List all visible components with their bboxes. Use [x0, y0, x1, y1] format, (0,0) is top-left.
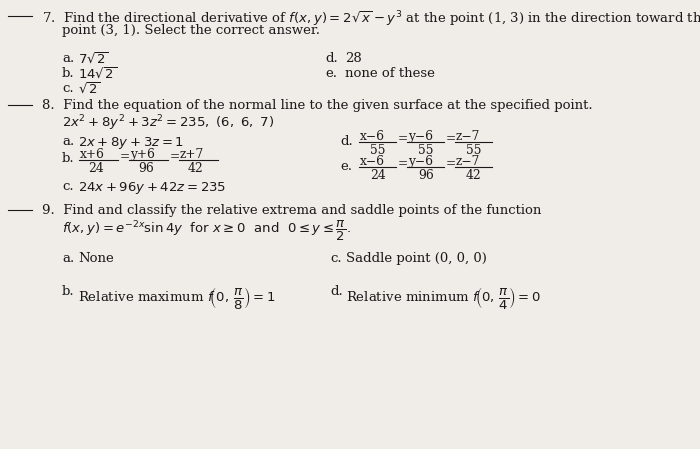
Text: =: = [398, 132, 408, 145]
Text: 55: 55 [370, 144, 386, 157]
Text: b.: b. [62, 152, 75, 165]
Text: $7\sqrt{2}$: $7\sqrt{2}$ [78, 52, 108, 67]
Text: 96: 96 [138, 162, 154, 175]
Text: e.: e. [340, 160, 352, 173]
Text: 42: 42 [466, 169, 482, 182]
Text: c.: c. [330, 252, 342, 265]
Text: Relative maximum $f\!\left(0,\,\dfrac{\pi}{8}\right) = 1$: Relative maximum $f\!\left(0,\,\dfrac{\p… [78, 285, 275, 311]
Text: 24: 24 [370, 169, 386, 182]
Text: $2x + 8y + 3z = 1$: $2x + 8y + 3z = 1$ [78, 135, 184, 151]
Text: z−7: z−7 [456, 130, 480, 143]
Text: b.: b. [62, 285, 75, 298]
Text: Saddle point (0, 0, 0): Saddle point (0, 0, 0) [346, 252, 487, 265]
Text: =: = [120, 150, 130, 163]
Text: 28: 28 [345, 52, 362, 65]
Text: $24x + 96y + 42z = 235$: $24x + 96y + 42z = 235$ [78, 180, 226, 196]
Text: 42: 42 [188, 162, 204, 175]
Text: b.: b. [62, 67, 75, 80]
Text: =: = [446, 157, 456, 170]
Text: e.: e. [325, 67, 337, 80]
Text: None: None [78, 252, 113, 265]
Text: =: = [170, 150, 180, 163]
Text: point (3, 1). Select the correct answer.: point (3, 1). Select the correct answer. [62, 24, 320, 37]
Text: x+6: x+6 [80, 148, 105, 161]
Text: =: = [398, 157, 408, 170]
Text: 55: 55 [418, 144, 433, 157]
Text: $2x^{2} + 8y^{2} + 3z^{2} = 235,\ (6,\ 6,\ 7)$: $2x^{2} + 8y^{2} + 3z^{2} = 235,\ (6,\ 6… [62, 113, 274, 132]
Text: 96: 96 [418, 169, 434, 182]
Text: Relative minimum $f\!\left(0,\,\dfrac{\pi}{4}\right) = 0$: Relative minimum $f\!\left(0,\,\dfrac{\p… [346, 285, 541, 311]
Text: z−7: z−7 [456, 155, 480, 168]
Text: z+7: z+7 [180, 148, 204, 161]
Text: =: = [446, 132, 456, 145]
Text: 8.  Find the equation of the normal line to the given surface at the specified p: 8. Find the equation of the normal line … [42, 99, 593, 112]
Text: d.: d. [340, 135, 353, 148]
Text: d.: d. [330, 285, 343, 298]
Text: 7.  Find the directional derivative of $f(x,y) = 2\sqrt{x} - y^{3}$ at the point: 7. Find the directional derivative of $f… [42, 10, 700, 29]
Text: c.: c. [62, 82, 74, 95]
Text: y−6: y−6 [408, 130, 433, 143]
Text: 24: 24 [88, 162, 104, 175]
Text: y−6: y−6 [408, 155, 433, 168]
Text: none of these: none of these [345, 67, 435, 80]
Text: d.: d. [325, 52, 337, 65]
Text: y+6: y+6 [130, 148, 155, 161]
Text: $14\sqrt{2}$: $14\sqrt{2}$ [78, 67, 117, 82]
Text: x−6: x−6 [360, 155, 385, 168]
Text: a.: a. [62, 52, 74, 65]
Text: a.: a. [62, 252, 74, 265]
Text: $f(x,y) = e^{-2x}\sin 4y\ \ \mathrm{for}\ x \geq 0\ \ \mathrm{and}\ \ 0 \leq y \: $f(x,y) = e^{-2x}\sin 4y\ \ \mathrm{for}… [62, 219, 351, 243]
Text: x−6: x−6 [360, 130, 385, 143]
Text: c.: c. [62, 180, 74, 193]
Text: 9.  Find and classify the relative extrema and saddle points of the function: 9. Find and classify the relative extrem… [42, 204, 541, 217]
Text: $\sqrt{2}$: $\sqrt{2}$ [78, 82, 100, 97]
Text: 55: 55 [466, 144, 482, 157]
Text: a.: a. [62, 135, 74, 148]
